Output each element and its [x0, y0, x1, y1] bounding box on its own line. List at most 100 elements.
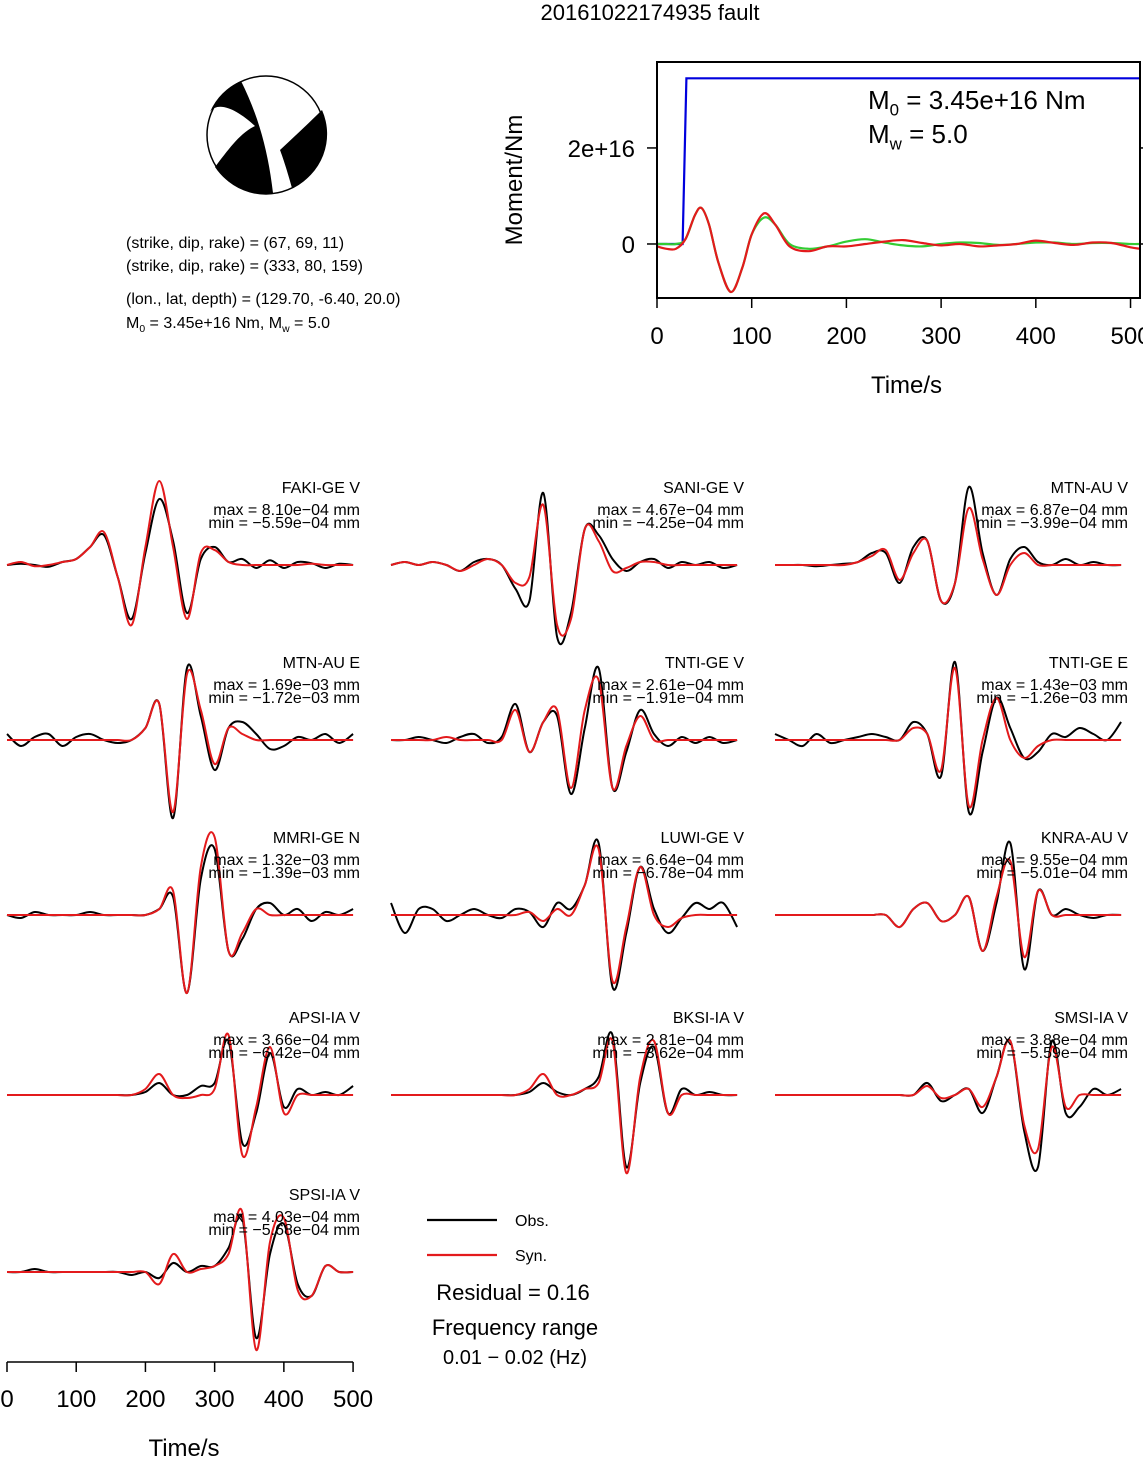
- subscript: 0: [890, 101, 899, 120]
- station-name: APSI-IA V: [289, 1010, 360, 1027]
- x-tick-label: 200: [125, 1386, 165, 1413]
- beachball-compression: [280, 110, 328, 188]
- source-info: (strike, dip, rake) = (333, 80, 159): [126, 258, 363, 275]
- x-tick-label: 0: [0, 1386, 13, 1413]
- x-tick-label: 100: [56, 1386, 96, 1413]
- max-amplitude: max = 4.67e−04 mm: [597, 502, 744, 519]
- y-tick-label: 2e+16: [568, 136, 635, 163]
- source-info: M0 = 3.45e+16 Nm, Mw = 5.0: [126, 315, 330, 335]
- source-info: (strike, dip, rake) = (67, 69, 11): [126, 235, 344, 252]
- station-name: SMSI-IA V: [1054, 1010, 1128, 1027]
- frequency-label: Frequency range: [432, 1315, 598, 1340]
- station-name: MTN-AU V: [1051, 480, 1129, 497]
- min-amplitude: min = −1.26e−03 mm: [976, 690, 1128, 707]
- text-part: M: [126, 315, 139, 332]
- x-tick-label: 400: [1016, 323, 1056, 350]
- min-amplitude: min = −6.78e−04 mm: [592, 865, 744, 882]
- synthetic-trace: [7, 1207, 354, 1352]
- x-tick-label: 500: [333, 1386, 373, 1413]
- min-amplitude: min = −3.62e−04 mm: [592, 1045, 744, 1062]
- text-part: M: [868, 85, 890, 115]
- text-part: M: [868, 119, 890, 149]
- beachball: [206, 75, 328, 195]
- observed-trace: [390, 838, 738, 991]
- max-amplitude: max = 4.03e−04 mm: [213, 1209, 360, 1226]
- text-part: = 3.45e+16 Nm: [899, 85, 1085, 115]
- x-tick-label: 500: [1111, 323, 1143, 350]
- source-info: (lon., lat, depth) = (129.70, -6.40, 20.…: [126, 291, 400, 308]
- station-name: TNTI-GE V: [665, 655, 744, 672]
- synthetic-trace: [390, 675, 738, 791]
- min-amplitude: min = −1.91e−04 mm: [592, 690, 744, 707]
- text-part: (strike, dip, rake) = (333, 80, 159): [126, 258, 363, 275]
- synthetic-trace: [391, 844, 738, 985]
- y-axis-label: Moment/Nm: [501, 115, 528, 246]
- max-amplitude: max = 3.66e−04 mm: [213, 1032, 360, 1049]
- figure-title: 20161022174935 fault: [541, 0, 760, 25]
- min-amplitude: min = −5.59e−04 mm: [208, 515, 360, 532]
- station-name: BKSI-IA V: [673, 1010, 744, 1027]
- max-amplitude: max = 6.64e−04 mm: [597, 852, 744, 869]
- plot-frame: [656, 61, 1141, 299]
- station-name: FAKI-GE V: [282, 480, 361, 497]
- max-amplitude: max = 3.88e−04 mm: [981, 1032, 1128, 1049]
- max-amplitude: max = 1.32e−03 mm: [213, 852, 360, 869]
- station-name: LUWI-GE V: [660, 830, 744, 847]
- min-amplitude: min = −3.99e−04 mm: [976, 515, 1128, 532]
- x-tick-label: 400: [264, 1386, 304, 1413]
- station-name: MTN-AU E: [283, 655, 360, 672]
- legend-label: Obs.: [515, 1213, 549, 1230]
- x-axis-label: Time/s: [148, 1435, 219, 1458]
- x-axis-label: Time/s: [871, 372, 942, 399]
- min-amplitude: min = −5.68e−04 mm: [208, 1222, 360, 1239]
- subscript: w: [889, 135, 903, 154]
- x-tick-label: 200: [826, 323, 866, 350]
- text-part: (lon., lat, depth) = (129.70, -6.40, 20.…: [126, 291, 400, 308]
- min-amplitude: min = −5.01e−04 mm: [976, 865, 1128, 882]
- x-tick-label: 300: [921, 323, 961, 350]
- max-amplitude: max = 2.61e−04 mm: [597, 677, 744, 694]
- synthetic-trace: [6, 479, 354, 627]
- synthetic-trace: [6, 668, 354, 814]
- frequency-range: 0.01 − 0.02 (Hz): [443, 1347, 587, 1369]
- synthetic-trace: [774, 1038, 1122, 1155]
- text-part: = 5.0: [290, 315, 331, 332]
- station-name: KNRA-AU V: [1041, 830, 1128, 847]
- station-name: MMRI-GE N: [273, 830, 360, 847]
- min-amplitude: min = −6.42e−04 mm: [208, 1045, 360, 1062]
- station-name: TNTI-GE E: [1049, 655, 1128, 672]
- max-amplitude: max = 2.81e−04 mm: [597, 1032, 744, 1049]
- synthetic-trace: [390, 503, 738, 637]
- station-name: SANI-GE V: [663, 480, 744, 497]
- synthetic-trace: [775, 858, 1122, 959]
- text-part: (strike, dip, rake) = (67, 69, 11): [126, 235, 344, 252]
- text-part: = 3.45e+16 Nm, M: [145, 315, 282, 332]
- max-amplitude: max = 1.69e−03 mm: [213, 677, 360, 694]
- y-tick-label: 0: [622, 232, 635, 259]
- synthetic-trace: [6, 1032, 354, 1159]
- max-amplitude: max = 8.10e−04 mm: [213, 502, 360, 519]
- min-amplitude: min = −1.72e−03 mm: [208, 690, 360, 707]
- max-amplitude: max = 1.43e−03 mm: [981, 677, 1128, 694]
- legend-label: Syn.: [515, 1248, 547, 1265]
- synthetic-trace: [7, 831, 354, 995]
- synthetic-trace: [774, 506, 1122, 605]
- text-part: = 5.0: [902, 119, 968, 149]
- beachball-compression: [210, 81, 273, 194]
- synthetic-trace: [390, 1037, 738, 1175]
- min-amplitude: min = −5.59e−04 mm: [976, 1045, 1128, 1062]
- x-tick-label: 0: [650, 323, 663, 350]
- moment-annotation: M0 = 3.45e+16 Nm: [868, 85, 1086, 120]
